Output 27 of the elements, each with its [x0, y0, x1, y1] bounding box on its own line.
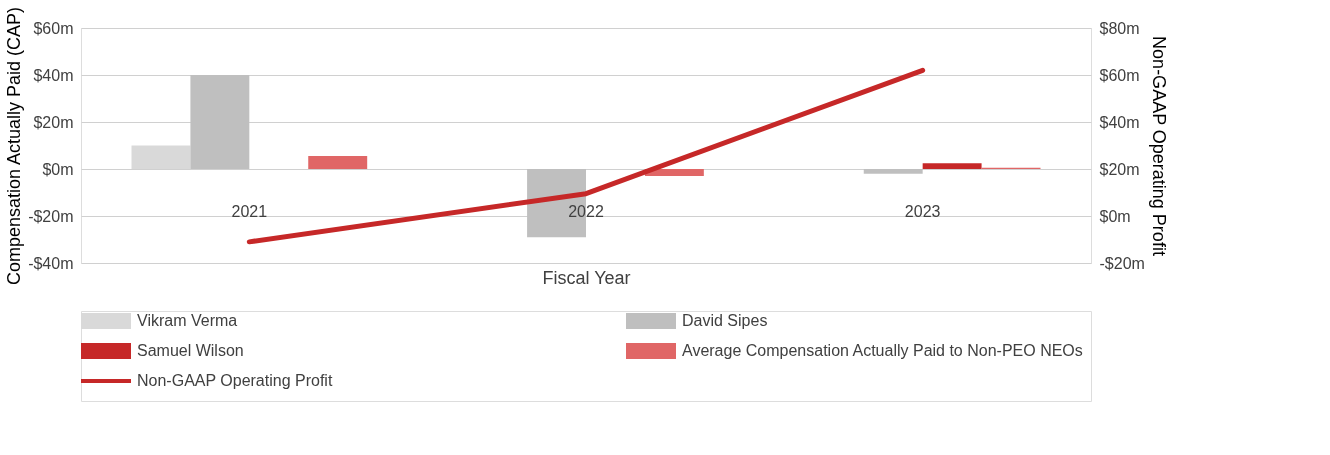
y2-tick-label: $60m — [1099, 66, 1140, 84]
legend-label: Non-GAAP Operating Profit — [137, 372, 333, 389]
legend-label: David Sipes — [682, 312, 768, 329]
y-tick-label: $20m — [33, 113, 74, 131]
y-axis-title: Compensation Actually Paid (CAP) — [4, 6, 25, 286]
y2-tick-label: $80m — [1099, 19, 1140, 37]
y-tick-label: $40m — [33, 66, 74, 84]
x-tick-label: 2021 — [231, 202, 268, 220]
y2-tick-label: $40m — [1099, 113, 1140, 131]
y2-tick-label: $0m — [1099, 207, 1131, 225]
x-tick-label: 2022 — [568, 202, 604, 220]
y-tick-label: $60m — [33, 19, 74, 37]
y-tick-label: -$40m — [28, 254, 74, 272]
legend-label: Samuel Wilson — [137, 342, 244, 359]
bar — [863, 169, 923, 174]
y-tick-label: $0m — [42, 160, 74, 178]
y2-tick-label: -$20m — [1099, 254, 1145, 272]
legend-label: Average Compensation Actually Paid to Non-PEO NEOs — [682, 342, 1083, 359]
bar — [922, 163, 982, 169]
bar — [190, 75, 250, 169]
y2-axis-title: Non-GAAP Operating Profit — [1148, 36, 1169, 256]
y-tick-label: -$20m — [28, 207, 74, 225]
legend-label: Vikram Verma — [137, 312, 238, 329]
x-axis-title: Fiscal Year — [542, 267, 631, 288]
y2-tick-label: $20m — [1099, 160, 1140, 178]
x-tick-label: 2023 — [904, 202, 941, 220]
bar — [308, 156, 368, 169]
